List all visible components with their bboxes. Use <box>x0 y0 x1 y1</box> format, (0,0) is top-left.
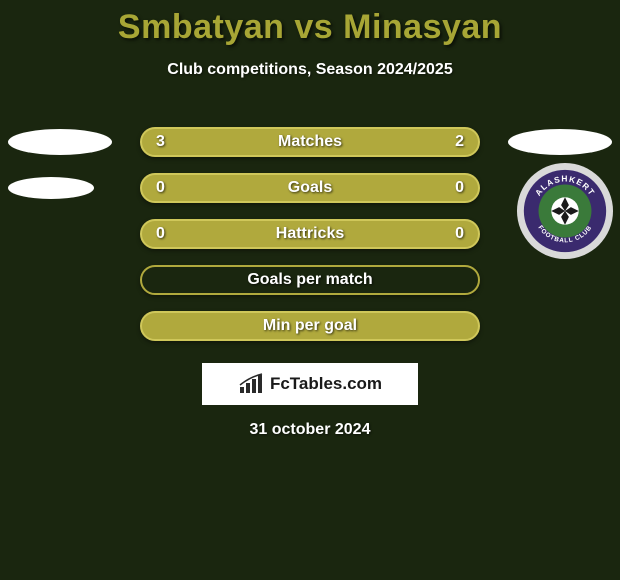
player-right-avatar-placeholder <box>508 129 612 155</box>
stat-bar: Goals per match <box>140 265 480 295</box>
fctables-label: FcTables.com <box>270 374 382 394</box>
player-left-avatar-placeholder <box>8 177 94 199</box>
subtitle: Club competitions, Season 2024/2025 <box>167 61 452 79</box>
stat-row-matches: 3 Matches 2 <box>0 119 620 165</box>
date-text: 31 october 2024 <box>250 421 371 439</box>
stat-left-value: 0 <box>156 225 165 243</box>
stat-bar: 3 Matches 2 <box>140 127 480 157</box>
stat-label: Matches <box>278 133 342 151</box>
stat-right-value: 2 <box>455 133 464 151</box>
stat-row-goals-per-match: Goals per match <box>0 257 620 303</box>
stat-right-value: 0 <box>455 179 464 197</box>
stats-rows: 3 Matches 2 0 Goals 0 <box>0 119 620 349</box>
stat-left-value: 3 <box>156 133 165 151</box>
stat-label: Goals <box>288 179 332 197</box>
stat-label: Min per goal <box>263 317 357 335</box>
stat-right-value: 0 <box>455 225 464 243</box>
stat-row-hattricks: 0 Hattricks 0 <box>0 211 620 257</box>
stat-label: Goals per match <box>247 271 372 289</box>
stat-bar: 0 Goals 0 <box>140 173 480 203</box>
stat-label: Hattricks <box>276 225 344 243</box>
bar-chart-icon <box>238 373 264 395</box>
page-title: Smbatyan vs Minasyan <box>118 8 502 47</box>
stat-bar: 0 Hattricks 0 <box>140 219 480 249</box>
fctables-attribution: FcTables.com <box>202 363 418 405</box>
comparison-card: Smbatyan vs Minasyan Club competitions, … <box>0 0 620 439</box>
stat-row-min-per-goal: Min per goal <box>0 303 620 349</box>
stat-bar: Min per goal <box>140 311 480 341</box>
stat-row-goals: 0 Goals 0 ALASHKERT FOOTBAL <box>0 165 620 211</box>
stat-left-value: 0 <box>156 179 165 197</box>
player-left-avatar-placeholder <box>8 129 112 155</box>
